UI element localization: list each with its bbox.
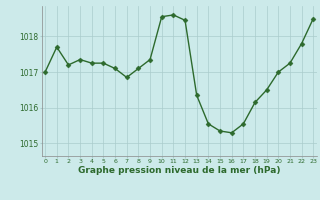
X-axis label: Graphe pression niveau de la mer (hPa): Graphe pression niveau de la mer (hPa)	[78, 166, 280, 175]
